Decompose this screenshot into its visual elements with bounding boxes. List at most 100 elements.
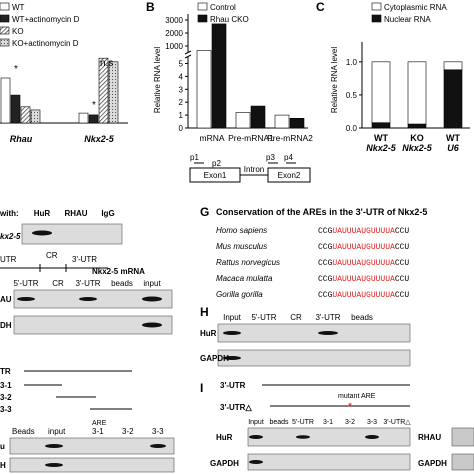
- sequence-part: CCG: [318, 259, 333, 268]
- x-tick-label: Nkx2-5: [366, 143, 397, 153]
- lane-label: 3-1: [92, 427, 104, 436]
- lane-label: 5'-UTR: [251, 313, 276, 322]
- y-tick-label: 3: [179, 85, 184, 94]
- lane-label: 3-2: [122, 427, 134, 436]
- bar-segment: [371, 61, 391, 124]
- lane-label: 5'-UTR: [13, 279, 38, 288]
- blot-label: GAPDH: [210, 459, 239, 468]
- sequence: CCGUAUUUAUGUUUUACCU: [318, 259, 409, 268]
- y-tick-label: 3000: [165, 16, 183, 25]
- legend-swatch: [0, 2, 10, 11]
- lane-label: 3'-UTR: [75, 279, 100, 288]
- bar: [98, 57, 109, 124]
- species-name: Gorilla gorilla: [216, 290, 263, 299]
- x-tick-label: Nkx2-5: [402, 143, 433, 153]
- sequence-part: CCU: [395, 227, 410, 236]
- band: [142, 322, 162, 328]
- bar: [211, 23, 227, 129]
- lane-label: Beads: [12, 427, 35, 436]
- x-tick-label: Nkx2-5: [84, 134, 115, 144]
- label: with:: [0, 209, 19, 218]
- fragment-panel: TR 3-1 3-2 3-3 ARE Beads input 3-1 3-2 3…: [0, 367, 175, 473]
- gel: [9, 457, 175, 473]
- legend-label: KO+actinomycin D: [12, 39, 79, 48]
- band: [318, 331, 338, 335]
- legend-swatch: [197, 14, 208, 23]
- band: [223, 331, 241, 335]
- lane-label: 3-2: [345, 419, 355, 426]
- blot-label: RHAU: [418, 433, 441, 442]
- legend-swatch: [371, 14, 382, 23]
- are-label: ARE: [92, 420, 107, 427]
- species-name: Rattus norvegicus: [216, 258, 280, 267]
- band: [249, 435, 263, 439]
- lane-label: CR: [52, 279, 64, 288]
- annotation: *: [92, 100, 96, 111]
- blot-label: H: [0, 461, 6, 470]
- lane-label: 3'-UTR: [315, 313, 340, 322]
- bar: [78, 112, 89, 124]
- bar: [88, 114, 99, 124]
- gel: [21, 223, 123, 245]
- sequence-part: CCG: [318, 291, 333, 300]
- panel-h: H Input 5'-UTR CR 3'-UTR beads HuR GAPDH: [200, 305, 411, 367]
- x-tick-label: KO: [410, 133, 424, 143]
- gel: [247, 427, 411, 447]
- bar: [20, 106, 31, 124]
- target-label: kx2-5: [0, 232, 21, 241]
- species-name: Homo sapiens: [216, 226, 267, 235]
- bar: [250, 105, 266, 129]
- blot-label: u: [0, 442, 5, 451]
- blot-label: HuR: [216, 433, 233, 442]
- legend-label: Rhau CKO: [210, 15, 249, 24]
- legend-label: WT+actinomycin D: [12, 15, 80, 24]
- intron-label: Intron: [244, 165, 264, 174]
- panel-label: G: [200, 205, 209, 219]
- sequence-part: UAUUUAUGUUUUA: [332, 291, 395, 300]
- lane-label: RHAU: [64, 209, 87, 218]
- sequence-part: UAUUUAUGUUUUA: [332, 259, 395, 268]
- bar-segment: [407, 61, 427, 125]
- y-axis-label: Relative RNA level: [153, 47, 162, 113]
- band: [150, 444, 166, 448]
- band: [32, 230, 52, 236]
- legend-label: KO: [12, 27, 24, 36]
- panel-g: G Conservation of the AREs in the 3'-UTR…: [200, 205, 427, 300]
- lane-label: 3-3: [152, 427, 164, 436]
- exon-label: Exon2: [278, 171, 301, 180]
- construct-label: 3'-UTR: [220, 381, 246, 390]
- lane-label: Input: [248, 419, 264, 426]
- band: [296, 435, 310, 439]
- sequence: CCGUAUUUAUGUUUUACCU: [318, 291, 409, 300]
- legend-label: Cytoplasmic RNA: [384, 3, 447, 12]
- band: [365, 435, 379, 439]
- region-label: CR: [46, 251, 58, 260]
- primer: p1: [190, 153, 199, 162]
- lane-label: input: [48, 427, 66, 436]
- bar-segment: [443, 61, 463, 71]
- band: [249, 460, 263, 464]
- construct-label: 3'-UTR△: [220, 403, 252, 412]
- sequence-part: CCU: [395, 259, 410, 268]
- x-tick-label: U6: [447, 143, 459, 153]
- y-tick-label: 2000: [165, 29, 183, 38]
- legend-swatch: [0, 14, 10, 23]
- gel: [247, 453, 411, 471]
- primer: p4: [284, 153, 293, 162]
- band: [45, 463, 63, 467]
- mutant-label: mutant ARE: [338, 393, 376, 400]
- y-tick-label: 2: [179, 98, 184, 107]
- x-tick-label: mRNA: [199, 133, 224, 143]
- mutation-star: *: [348, 401, 353, 413]
- bar: [274, 114, 290, 129]
- pulldown-panel: UTR CR 3'-UTR Nkx2-5 mRNA 5'-UTR CR 3'-U…: [0, 251, 173, 335]
- sequence-part: UAUUUAUGUUUUA: [332, 275, 395, 284]
- sequence-part: CCG: [318, 227, 333, 236]
- gel: [217, 323, 411, 343]
- x-tick-label: Pre-mRNA2: [267, 133, 313, 143]
- legend-label: Nuclear RNA: [384, 15, 431, 24]
- bar-segment: [407, 123, 427, 129]
- lane-label: 5'-UTR: [292, 419, 314, 426]
